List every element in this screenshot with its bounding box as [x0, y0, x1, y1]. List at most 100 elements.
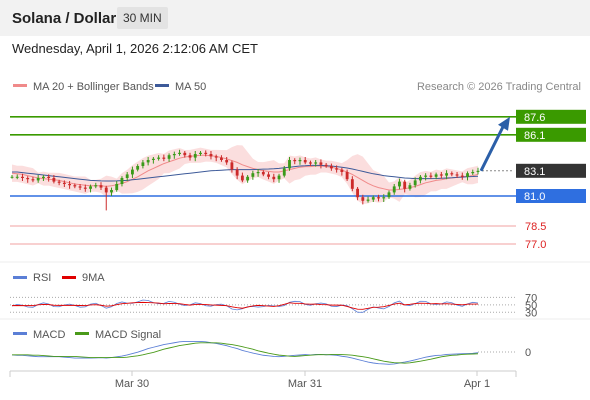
last-price-label: 83.1 — [524, 166, 545, 178]
candle-body — [172, 154, 176, 156]
candle-body — [439, 174, 443, 176]
candle-body — [460, 175, 464, 177]
candle-body — [413, 180, 417, 186]
candle-body — [476, 170, 480, 172]
candle-body — [398, 181, 401, 187]
candle-body — [78, 186, 82, 188]
candle-body — [424, 175, 428, 177]
candle-body — [235, 169, 239, 176]
level-label-81.0: 81.0 — [524, 191, 545, 203]
candle-body — [230, 162, 234, 170]
macd-line — [11, 340, 479, 365]
research-credit: Research © 2026 Trading Central — [417, 81, 581, 93]
candle-body — [167, 155, 171, 159]
rsi-level-label: 50 — [525, 300, 537, 312]
legend-swatch-macd — [13, 332, 27, 335]
candle-body — [434, 174, 438, 177]
candle-body — [99, 185, 103, 188]
candle-body — [73, 185, 77, 187]
candle-body — [57, 181, 61, 183]
candle-body — [382, 197, 386, 199]
candle-body — [298, 160, 302, 162]
candle-body — [314, 162, 318, 164]
legend-swatch-ma20 — [13, 84, 27, 87]
candle-body — [408, 185, 412, 189]
main-legend: MA 20 + Bollinger Bands MA 50 Research ©… — [13, 81, 581, 93]
price-panel: 87.6 86.1 83.1 81.0 78.5 77.0 — [10, 109, 586, 251]
macd-signal-line — [12, 342, 479, 364]
candle-body — [272, 176, 276, 180]
candle-body — [392, 186, 396, 193]
candle-body — [26, 178, 30, 180]
instrument-title: Solana / Dollar — [12, 10, 117, 27]
legend-label-ma50: MA 50 — [175, 81, 206, 93]
candle-body — [466, 173, 469, 177]
candle-body — [31, 179, 35, 181]
legend-label-ma20: MA 20 + Bollinger Bands — [33, 81, 154, 93]
level-tag-87.6 — [516, 109, 586, 124]
candle-body — [240, 175, 244, 181]
candle-body — [450, 173, 454, 175]
legend-label-macd: MACD — [33, 329, 65, 341]
rsi-9ma-line — [11, 301, 478, 310]
candle-body — [94, 185, 98, 187]
candle-body — [324, 164, 328, 166]
legend-swatch-9ma — [62, 276, 76, 279]
candle-body — [371, 197, 375, 200]
last-price-tag — [516, 163, 586, 178]
candle-body — [89, 186, 92, 189]
candle-body — [309, 162, 312, 164]
macd-zero-label: 0 — [525, 347, 531, 359]
macd-panel: 0 — [11, 340, 531, 365]
candle-body — [377, 197, 380, 199]
candle-body — [36, 178, 40, 181]
legend-swatch-macd-signal — [75, 332, 89, 335]
level-label-86.1: 86.1 — [524, 130, 545, 142]
legend-label-9ma: 9MA — [82, 272, 105, 284]
x-tick-label: Apr 1 — [464, 378, 490, 390]
candle-body — [141, 162, 145, 166]
candle-body — [199, 152, 202, 154]
candle-body — [104, 187, 108, 193]
candle-body — [209, 154, 213, 157]
candle-body — [146, 160, 150, 163]
candle-body — [288, 160, 291, 169]
ma50-line — [12, 164, 479, 182]
candle-body — [282, 168, 286, 176]
candle-body — [445, 173, 449, 176]
chart-datetime: Wednesday, April 1, 2026 2:12:06 AM CET — [12, 41, 258, 56]
candle-body — [418, 176, 422, 181]
candle-body — [214, 156, 218, 158]
candle-body — [471, 172, 475, 174]
candle-body — [178, 152, 181, 154]
candle-body — [47, 176, 51, 178]
candle-body — [366, 199, 370, 201]
candle-body — [110, 190, 113, 193]
legend-swatch-rsi — [13, 276, 27, 279]
interval-button[interactable]: 30 MIN — [117, 7, 168, 29]
candle-body — [293, 160, 297, 162]
candle-body — [136, 166, 140, 170]
candle-body — [15, 176, 19, 178]
legend-label-rsi: RSI — [33, 272, 51, 284]
candle-body — [246, 176, 250, 181]
candle-body — [193, 154, 197, 158]
candle-body — [62, 182, 66, 184]
candle-body — [329, 166, 333, 169]
candle-body — [256, 172, 260, 174]
candle-body — [52, 178, 56, 182]
rsi-line — [11, 299, 479, 313]
candle-body — [387, 192, 391, 198]
rsi-legend: RSI 9MA — [13, 272, 105, 284]
bollinger-band — [12, 145, 478, 205]
candle-body — [429, 175, 433, 177]
ma20-line — [11, 154, 479, 191]
x-axis: Mar 30 Mar 31 Apr 1 — [115, 371, 490, 390]
candle-body — [455, 174, 459, 176]
candle-body — [157, 157, 161, 159]
candle-body — [131, 169, 134, 175]
candle-body — [303, 160, 307, 163]
